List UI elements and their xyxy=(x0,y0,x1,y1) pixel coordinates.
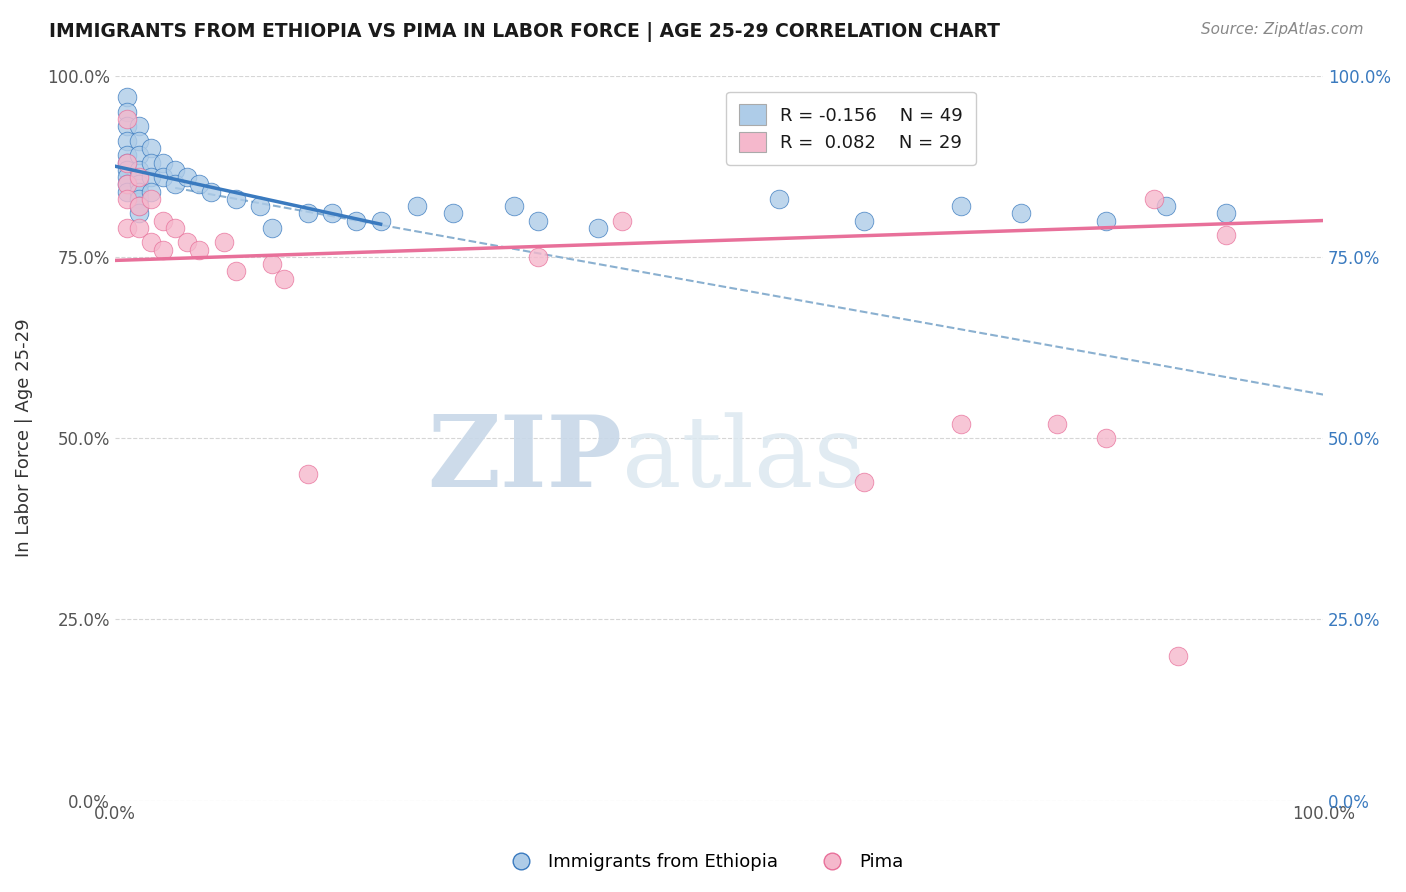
Point xyxy=(115,120,138,134)
Point xyxy=(260,257,283,271)
Point xyxy=(1094,213,1116,227)
Point xyxy=(128,178,150,192)
Point xyxy=(115,192,138,206)
Point xyxy=(128,206,150,220)
Point xyxy=(115,178,138,192)
Point xyxy=(1010,206,1032,220)
Point xyxy=(1046,417,1069,431)
Point xyxy=(949,199,972,213)
Point xyxy=(115,162,138,177)
Point xyxy=(152,243,174,257)
Point xyxy=(165,220,187,235)
Point xyxy=(225,264,247,278)
Point xyxy=(115,220,138,235)
Point xyxy=(128,148,150,162)
Point xyxy=(115,155,138,169)
Point xyxy=(115,148,138,162)
Text: Source: ZipAtlas.com: Source: ZipAtlas.com xyxy=(1201,22,1364,37)
Point xyxy=(1154,199,1177,213)
Point xyxy=(139,141,162,155)
Point xyxy=(115,178,138,192)
Point xyxy=(188,178,211,192)
Point xyxy=(441,206,464,220)
Point xyxy=(115,112,138,126)
Point xyxy=(128,199,150,213)
Point xyxy=(176,169,198,184)
Point xyxy=(502,199,524,213)
Point xyxy=(273,271,295,285)
Point xyxy=(321,206,343,220)
Point xyxy=(115,155,138,169)
Point xyxy=(526,213,548,227)
Point xyxy=(139,235,162,250)
Legend: Immigrants from Ethiopia, Pima: Immigrants from Ethiopia, Pima xyxy=(495,847,911,879)
Point xyxy=(526,250,548,264)
Point xyxy=(128,134,150,148)
Point xyxy=(612,213,634,227)
Point xyxy=(115,104,138,119)
Point xyxy=(225,192,247,206)
Text: atlas: atlas xyxy=(623,412,865,508)
Point xyxy=(768,192,790,206)
Point xyxy=(115,185,138,199)
Point xyxy=(128,169,150,184)
Point xyxy=(346,213,368,227)
Point xyxy=(152,169,174,184)
Point xyxy=(1143,192,1166,206)
Point xyxy=(260,220,283,235)
Point xyxy=(852,213,875,227)
Point xyxy=(165,178,187,192)
Y-axis label: In Labor Force | Age 25-29: In Labor Force | Age 25-29 xyxy=(15,318,32,558)
Point xyxy=(949,417,972,431)
Text: ZIP: ZIP xyxy=(427,411,623,508)
Point xyxy=(405,199,427,213)
Point xyxy=(297,206,319,220)
Point xyxy=(115,90,138,104)
Point xyxy=(128,199,150,213)
Point xyxy=(297,467,319,482)
Point xyxy=(139,169,162,184)
Point xyxy=(176,235,198,250)
Text: IMMIGRANTS FROM ETHIOPIA VS PIMA IN LABOR FORCE | AGE 25-29 CORRELATION CHART: IMMIGRANTS FROM ETHIOPIA VS PIMA IN LABO… xyxy=(49,22,1000,42)
Legend: R = -0.156    N = 49, R =  0.082    N = 29: R = -0.156 N = 49, R = 0.082 N = 29 xyxy=(727,92,976,165)
Point xyxy=(370,213,392,227)
Point xyxy=(200,185,222,199)
Point xyxy=(152,213,174,227)
Point xyxy=(852,475,875,489)
Point xyxy=(1215,206,1237,220)
Point xyxy=(188,243,211,257)
Point xyxy=(128,192,150,206)
Point xyxy=(152,155,174,169)
Point xyxy=(165,162,187,177)
Point xyxy=(139,155,162,169)
Point xyxy=(1094,431,1116,445)
Point xyxy=(1215,227,1237,242)
Point xyxy=(249,199,271,213)
Point xyxy=(128,185,150,199)
Point xyxy=(139,192,162,206)
Point xyxy=(115,169,138,184)
Point xyxy=(212,235,235,250)
Point xyxy=(586,220,609,235)
Point xyxy=(128,120,150,134)
Point xyxy=(128,162,150,177)
Point xyxy=(1167,648,1189,663)
Point xyxy=(128,220,150,235)
Point xyxy=(139,185,162,199)
Point xyxy=(115,134,138,148)
